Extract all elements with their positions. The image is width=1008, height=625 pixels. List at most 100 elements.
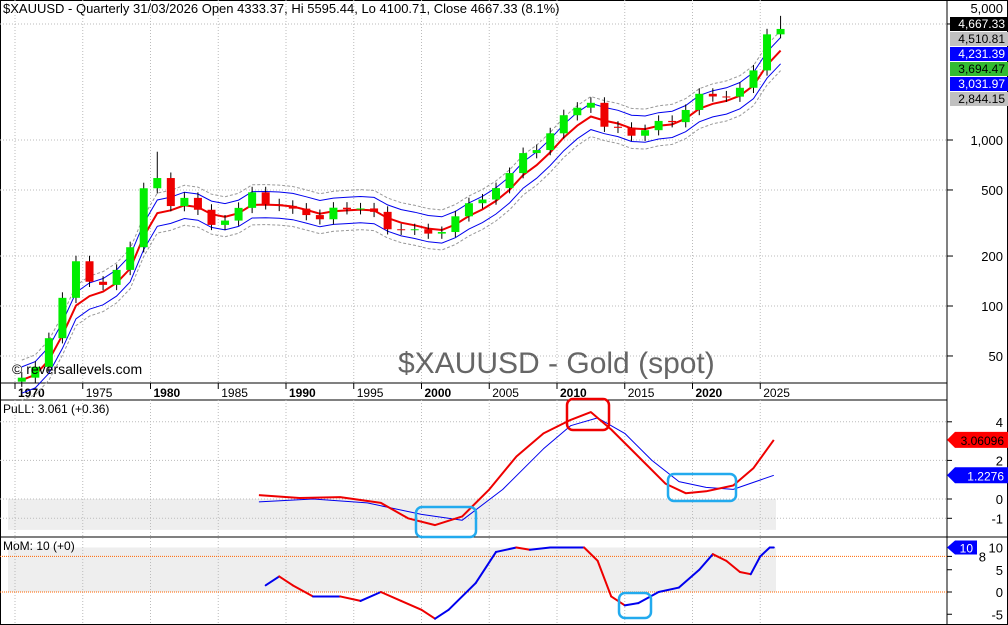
mom-line-segment (447, 582, 477, 611)
candle-up (451, 216, 460, 233)
mom-line-segment (434, 608, 450, 620)
price-label-box (950, 62, 1008, 76)
candle-up (464, 203, 473, 217)
x-tick-label: 2005 (492, 386, 519, 400)
candle-down (166, 178, 175, 207)
pull-value-label-box (947, 431, 1008, 448)
highlight-box (565, 397, 611, 432)
mom-line-segment (711, 553, 728, 562)
moving-average (21, 49, 782, 382)
price-label: 4,667.33 (958, 17, 1005, 31)
mom-line-segment (495, 546, 518, 553)
mom-panel-title: MoM: 10 (+0) (3, 539, 75, 553)
mom-line-segment (677, 568, 701, 589)
mom-line-segment (759, 546, 771, 558)
candle-down (397, 229, 406, 231)
mom-tick-label: 8 (979, 549, 986, 564)
candle-up (356, 208, 365, 210)
pull-panel-title: PuLL: 3.061 (+0.36) (3, 402, 110, 416)
candle-up (58, 297, 67, 339)
pull-tick-label: 2 (996, 453, 1003, 468)
pull-line-signal (258, 417, 774, 521)
mom-line-segment (528, 546, 552, 551)
mom-line-segment (738, 570, 752, 576)
candle-up (126, 247, 135, 270)
mom-value-label: 10 (960, 542, 974, 556)
highlight-box (414, 505, 478, 539)
mom-line-segment (637, 591, 660, 605)
candle-down (275, 204, 284, 206)
candle-down (722, 96, 731, 98)
y-tick-label: 5,000 (970, 1, 1003, 16)
copyright-watermark: © reversallevels.com (12, 361, 143, 377)
mom-line-segment (400, 599, 423, 611)
pull-tick-label: 4 (996, 415, 1003, 430)
mom-line-segment (749, 555, 762, 576)
mom-line-segment (291, 584, 315, 598)
candle-up (695, 93, 704, 110)
pull-line-pull (258, 411, 775, 527)
pull-value-label-box (947, 467, 1008, 484)
x-tick-label: 1975 (86, 386, 113, 400)
candle-up (532, 150, 541, 154)
x-tick-label: 2020 (696, 386, 723, 400)
mom-line-segment (474, 550, 498, 585)
x-tick-label: 1990 (289, 386, 316, 400)
candle-up (546, 133, 555, 151)
mom-line-segment (339, 595, 362, 602)
price-label-box (950, 32, 1008, 46)
x-tick-label: 2010 (560, 386, 587, 400)
outer-band-upper (21, 30, 781, 361)
symbol-watermark: $XAUUSD - Gold (spot) (398, 347, 715, 380)
candle-up (586, 102, 595, 108)
mom-line-segment (725, 559, 741, 573)
pull-value-label: 3.06096 (961, 434, 1005, 448)
y-tick-label: 100 (981, 299, 1003, 314)
price-label-box (950, 92, 1008, 106)
candle-up (505, 173, 514, 189)
candle-down (261, 192, 270, 205)
x-tick-label: 2000 (425, 386, 452, 400)
candle-down (207, 209, 216, 225)
candle-up (180, 197, 189, 207)
price-label: 3,031.97 (958, 77, 1005, 91)
candle-up (478, 199, 487, 204)
candle-down (99, 281, 108, 285)
candle-up (573, 107, 582, 116)
candle-down (424, 229, 433, 234)
candle-up (735, 87, 744, 97)
candle-up (410, 229, 419, 231)
pull-negative-zone (8, 499, 776, 530)
candle-down (342, 207, 351, 210)
mom-shaded-zone (8, 547, 776, 592)
candle-up (559, 115, 568, 134)
lower-band (21, 63, 781, 394)
price-label-box (950, 77, 1008, 91)
x-tick-label: 2015 (628, 386, 655, 400)
candle-down (600, 102, 609, 127)
candle-up (221, 220, 230, 225)
candle-down (315, 215, 324, 220)
x-tick-label: 1980 (154, 386, 181, 400)
mom-line-segment (583, 546, 599, 562)
candle-up (44, 338, 53, 367)
y-tick-label: 1,000 (970, 133, 1003, 148)
candle-up (112, 269, 121, 285)
highlight-box (617, 591, 653, 620)
candle-up (248, 192, 257, 208)
candle-up (641, 130, 650, 136)
mom-line-segment (278, 575, 294, 587)
candle-down (193, 197, 202, 210)
candle-up (519, 153, 528, 174)
candle-up (329, 207, 338, 220)
mom-line-segment (698, 553, 714, 571)
candle-up (437, 232, 446, 234)
mom-line-segment (623, 602, 640, 607)
candle-up (763, 34, 772, 71)
mom-tick-label: 5 (996, 563, 1003, 578)
mom-line-segment (264, 575, 281, 587)
x-tick-label: 1995 (357, 386, 384, 400)
candle-up (153, 178, 162, 189)
pull-value-label: 1.2276 (967, 469, 1004, 483)
